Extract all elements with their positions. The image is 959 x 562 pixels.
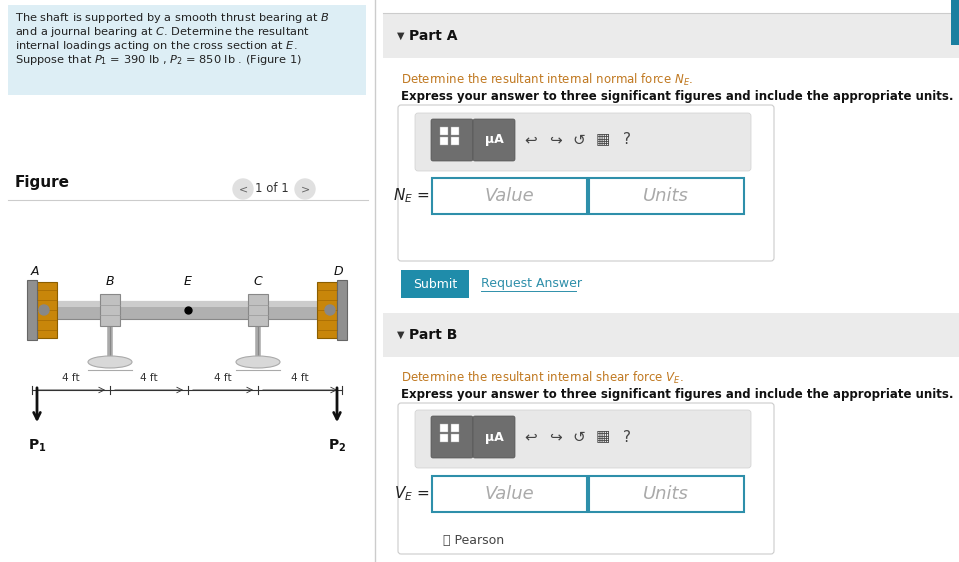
- Bar: [248, 294, 268, 326]
- Text: Value: Value: [484, 187, 534, 205]
- Text: >: >: [300, 184, 310, 194]
- Bar: [451, 137, 459, 145]
- Text: 4 ft: 4 ft: [62, 373, 80, 383]
- Text: Suppose that $P_1$ = 390 lb , $P_2$ = 850 lb . (Figure 1): Suppose that $P_1$ = 390 lb , $P_2$ = 85…: [15, 53, 302, 67]
- Text: Determine the resultant internal normal force $N_E$.: Determine the resultant internal normal …: [401, 72, 693, 88]
- Text: $C$: $C$: [252, 275, 264, 288]
- Text: ↺: ↺: [573, 133, 585, 147]
- Text: ⓪ Pearson: ⓪ Pearson: [443, 533, 504, 546]
- Text: Units: Units: [643, 187, 689, 205]
- Bar: [383, 58, 959, 313]
- Text: ↩: ↩: [525, 429, 537, 445]
- Text: ?: ?: [623, 133, 631, 147]
- FancyBboxPatch shape: [431, 119, 473, 161]
- Text: 4 ft: 4 ft: [214, 373, 232, 383]
- Text: Part A: Part A: [409, 29, 457, 43]
- Text: Value: Value: [484, 485, 534, 503]
- Text: $A$: $A$: [30, 265, 40, 278]
- Text: <: <: [239, 184, 247, 194]
- Bar: [383, 357, 959, 562]
- Bar: [337, 280, 347, 340]
- Text: $\mathbf{P_1}$: $\mathbf{P_1}$: [28, 438, 46, 455]
- Text: internal loadings acting on the cross section at $E$.: internal loadings acting on the cross se…: [15, 39, 297, 53]
- Bar: [451, 127, 459, 135]
- Text: Units: Units: [643, 485, 689, 503]
- Bar: [401, 270, 469, 298]
- Bar: [451, 434, 459, 442]
- Text: ↪: ↪: [549, 429, 561, 445]
- Bar: [432, 476, 587, 512]
- Bar: [317, 282, 337, 338]
- FancyBboxPatch shape: [398, 105, 774, 261]
- Text: 1 of 1: 1 of 1: [255, 183, 289, 196]
- Text: $\mathbf{P_2}$: $\mathbf{P_2}$: [328, 438, 346, 455]
- Text: and a journal bearing at $C$. Determine the resultant: and a journal bearing at $C$. Determine …: [15, 25, 310, 39]
- Text: ↺: ↺: [573, 429, 585, 445]
- Text: ▼: ▼: [397, 330, 405, 340]
- Text: ▼: ▼: [397, 31, 405, 41]
- Bar: [383, 313, 959, 357]
- FancyBboxPatch shape: [8, 5, 366, 95]
- FancyBboxPatch shape: [398, 403, 774, 554]
- FancyBboxPatch shape: [415, 410, 751, 468]
- Bar: [432, 178, 587, 214]
- Text: $D$: $D$: [334, 265, 344, 278]
- Text: 4 ft: 4 ft: [140, 373, 158, 383]
- Bar: [383, 14, 959, 58]
- FancyBboxPatch shape: [473, 416, 515, 458]
- Text: $N_E$ =: $N_E$ =: [393, 187, 430, 205]
- Text: Request Answer: Request Answer: [481, 278, 582, 291]
- Bar: [451, 424, 459, 432]
- Bar: [951, 0, 959, 45]
- Text: $V_E$ =: $V_E$ =: [394, 484, 430, 504]
- Bar: [440, 424, 448, 432]
- FancyBboxPatch shape: [431, 416, 473, 458]
- Bar: [440, 137, 448, 145]
- FancyBboxPatch shape: [415, 113, 751, 171]
- Text: Determine the resultant internal shear force $V_E$.: Determine the resultant internal shear f…: [401, 370, 684, 386]
- Text: $E$: $E$: [183, 275, 193, 288]
- Bar: [589, 476, 744, 512]
- Ellipse shape: [88, 356, 132, 368]
- Text: ↩: ↩: [525, 133, 537, 147]
- Bar: [440, 434, 448, 442]
- Circle shape: [39, 305, 49, 315]
- Bar: [589, 178, 744, 214]
- Text: Express your answer to three significant figures and include the appropriate uni: Express your answer to three significant…: [401, 90, 953, 103]
- Text: $B$: $B$: [105, 275, 115, 288]
- Bar: [37, 282, 57, 338]
- Circle shape: [233, 179, 253, 199]
- Text: 4 ft: 4 ft: [292, 373, 309, 383]
- Ellipse shape: [236, 356, 280, 368]
- Bar: [44, 301, 334, 307]
- Text: ▦: ▦: [596, 133, 610, 147]
- Circle shape: [325, 305, 335, 315]
- Text: ▦: ▦: [596, 429, 610, 445]
- Text: Part B: Part B: [409, 328, 457, 342]
- Text: μA: μA: [484, 430, 503, 443]
- Bar: [440, 127, 448, 135]
- Circle shape: [295, 179, 315, 199]
- Bar: [27, 280, 37, 340]
- Text: μA: μA: [484, 134, 503, 147]
- Bar: [44, 301, 334, 319]
- FancyBboxPatch shape: [473, 119, 515, 161]
- Text: Express your answer to three significant figures and include the appropriate uni: Express your answer to three significant…: [401, 388, 953, 401]
- Text: Figure: Figure: [15, 175, 70, 190]
- Bar: [100, 294, 120, 326]
- Text: ?: ?: [623, 429, 631, 445]
- Text: Submit: Submit: [413, 278, 457, 291]
- Text: The shaft is supported by a smooth thrust bearing at $B$: The shaft is supported by a smooth thrus…: [15, 11, 329, 25]
- Text: ↪: ↪: [549, 133, 561, 147]
